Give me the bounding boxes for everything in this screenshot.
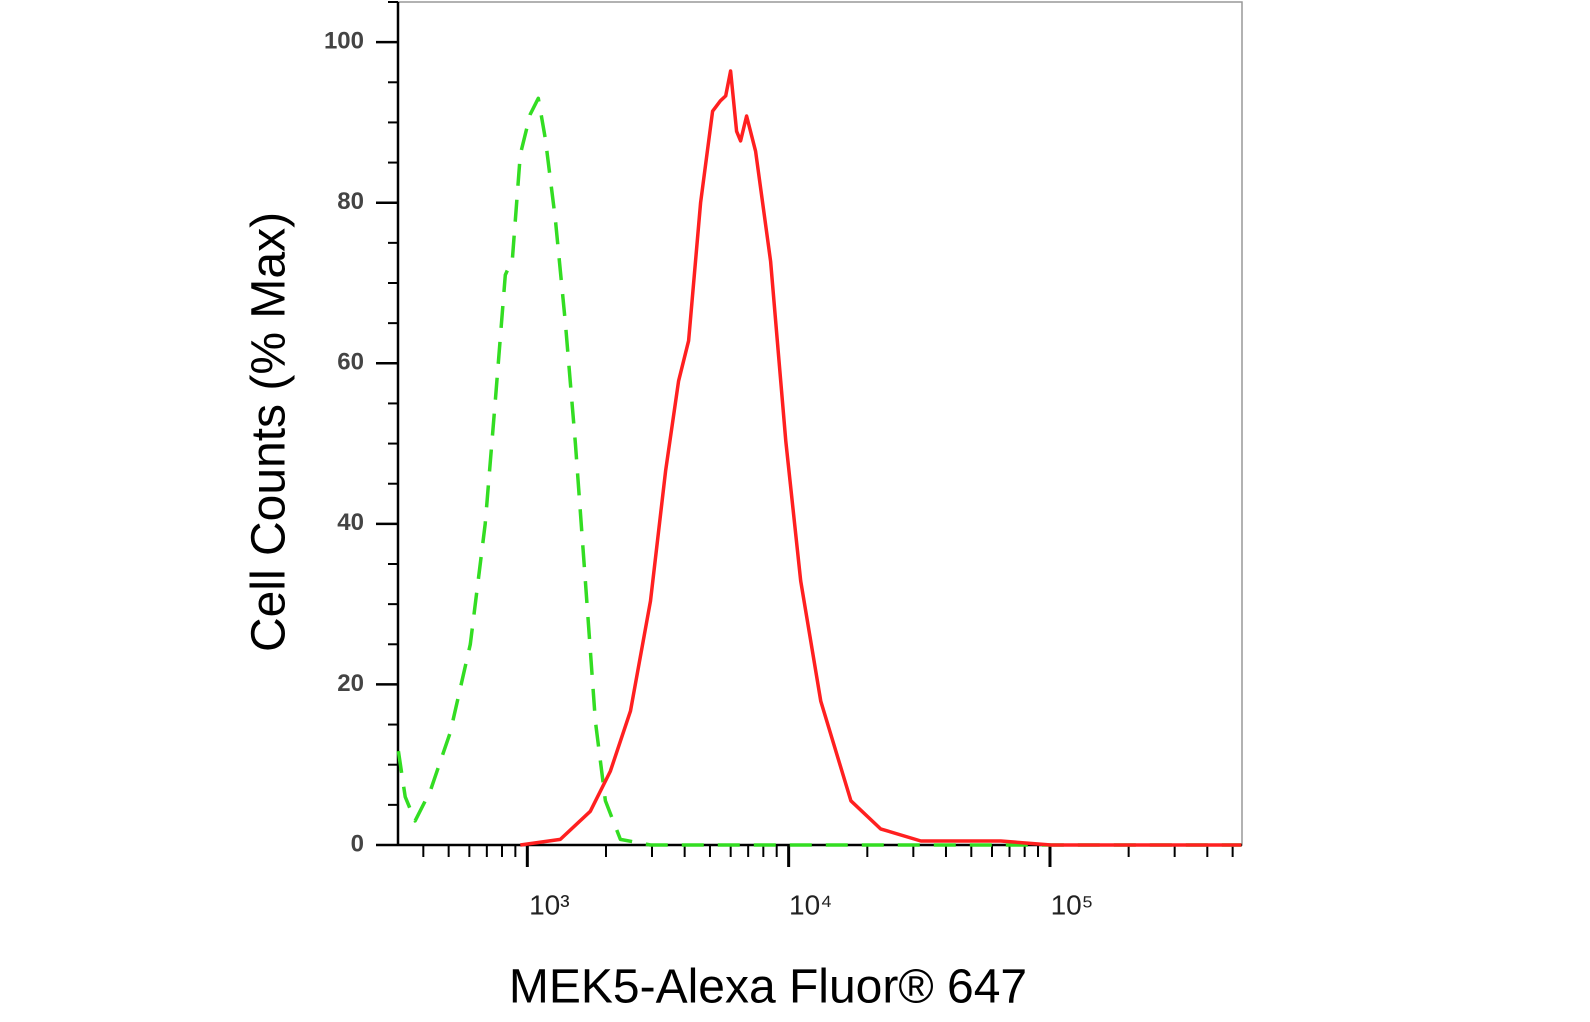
x-axis-label: MEK5-Alexa Fluor® 647 [509,961,1027,1014]
x-tick-label: 10⁵ [1051,889,1094,920]
x-tick-label: 10⁴ [789,889,832,920]
y-tick-label: 60 [337,349,364,376]
plot-frame [397,1,1243,846]
histogram-line [520,69,1242,847]
y-axis-label: Cell Counts (% Max) [243,212,296,652]
y-tick-label: 40 [337,509,364,536]
y-tick-label: 0 [351,830,364,857]
y-tick-label: 20 [337,670,364,697]
histogram-line [396,96,1242,847]
y-tick-label: 80 [337,188,364,215]
x-tick-label: 10³ [529,889,569,920]
y-tick-label: 100 [324,27,364,54]
